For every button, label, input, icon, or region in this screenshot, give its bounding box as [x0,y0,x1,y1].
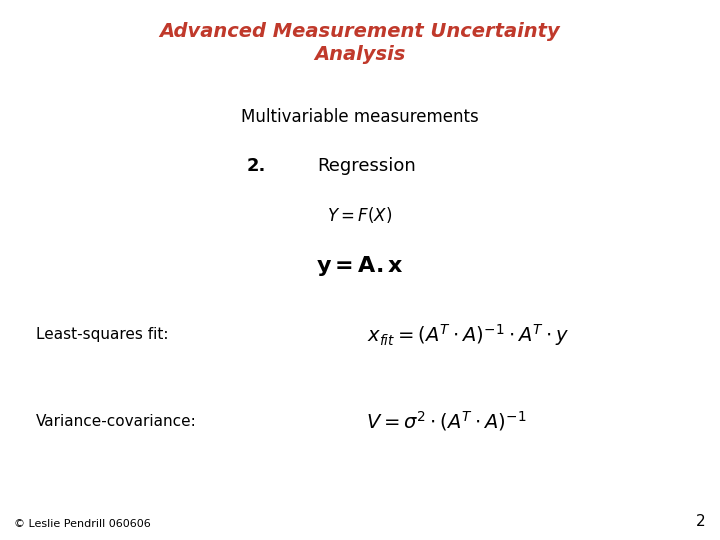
Text: $V = \sigma^2 \cdot \left(A^T \cdot A\right)^{-1}$: $V = \sigma^2 \cdot \left(A^T \cdot A\ri… [366,409,526,433]
Text: 2: 2 [696,514,706,529]
Text: Advanced Measurement Uncertainty
Analysis: Advanced Measurement Uncertainty Analysi… [160,22,560,64]
Text: Least-squares fit:: Least-squares fit: [36,327,168,342]
Text: $Y = F(X)$: $Y = F(X)$ [328,205,392,225]
Text: $x_{fit} = \left(A^T \cdot A\right)^{-1} \cdot A^T \cdot y$: $x_{fit} = \left(A^T \cdot A\right)^{-1}… [367,322,569,348]
Text: Multivariable measurements: Multivariable measurements [241,108,479,126]
Text: © Leslie Pendrill 060606: © Leslie Pendrill 060606 [14,519,151,529]
Text: $\mathbf{y = A.x}$: $\mathbf{y = A.x}$ [316,254,404,278]
Text: Variance-covariance:: Variance-covariance: [36,414,197,429]
Text: Regression: Regression [317,157,415,174]
Text: 2.: 2. [247,157,266,174]
